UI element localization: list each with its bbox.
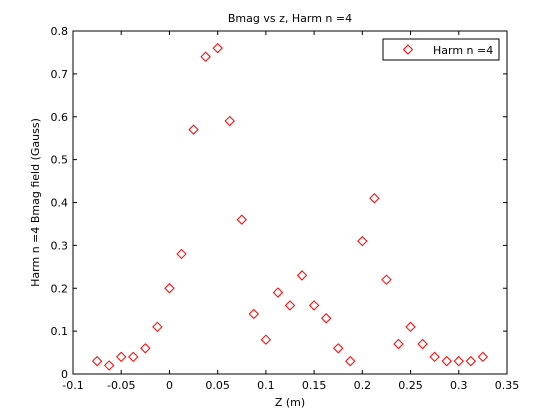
y-axis: 0 0.1 0.2 0.3 0.4 0.5 0.6 0.7 0.8 <box>51 25 507 381</box>
data-point <box>260 334 272 345</box>
y-tick-label: 0.1 <box>51 325 69 338</box>
data-point <box>103 360 115 371</box>
data-point <box>320 313 332 324</box>
x-tick-label: 0.2 <box>354 379 372 392</box>
x-tick-label: 0.1 <box>257 379 275 392</box>
data-point <box>357 235 368 247</box>
x-tick-label: 0.35 <box>495 379 520 392</box>
legend-box <box>382 38 500 61</box>
x-tick-label: 0.25 <box>398 379 423 392</box>
x-tick-label: -0.1 <box>62 379 83 392</box>
data-point <box>91 355 103 367</box>
data-point <box>308 300 320 311</box>
legend-marker-icon <box>402 44 414 55</box>
plot-area <box>72 30 508 375</box>
y-tick-label: 0.7 <box>51 68 69 81</box>
data-point <box>477 351 489 363</box>
data-point <box>176 248 187 260</box>
data-point <box>417 338 428 350</box>
data-point <box>381 274 392 285</box>
x-axis: -0.1 -0.05 0 0.05 0.1 0.15 0.2 0.25 0.3 0.35 <box>62 31 519 392</box>
data-point <box>284 300 296 311</box>
y-tick-label: 0.8 <box>51 25 69 38</box>
y-axis-label: Harm n =4 Bmag field (Gauss) <box>29 118 42 287</box>
data-point <box>441 355 452 367</box>
data-point <box>272 287 284 298</box>
data-point <box>465 355 477 367</box>
data-point <box>200 51 211 62</box>
x-tick-label: 0.3 <box>450 379 468 392</box>
legend: Harm n =4 <box>382 38 500 61</box>
data-point <box>152 321 163 333</box>
y-tick-label: 0.3 <box>51 239 69 252</box>
data-point <box>405 321 416 333</box>
data-point <box>116 351 127 363</box>
y-tick-label: 0.6 <box>51 111 69 124</box>
data-point <box>296 270 308 281</box>
chart-title: Bmag vs z, Harm n =4 <box>228 12 352 25</box>
data-point <box>333 343 344 354</box>
data-series <box>91 42 489 371</box>
x-axis-label: Z (m) <box>275 396 305 409</box>
data-point <box>393 338 404 350</box>
data-point <box>429 351 440 363</box>
x-tick-label: 0.15 <box>302 379 327 392</box>
data-point <box>248 308 260 320</box>
x-tick-label: 0 <box>166 379 173 392</box>
legend-label: Harm n =4 <box>433 44 493 57</box>
data-point <box>140 343 151 354</box>
y-tick-label: 0.2 <box>51 282 69 295</box>
data-point <box>345 355 356 367</box>
x-tick-label: -0.05 <box>107 379 135 392</box>
data-point <box>453 355 464 367</box>
data-point <box>164 283 175 294</box>
data-point <box>212 42 223 54</box>
y-tick-label: 0.4 <box>51 197 69 210</box>
x-tick-label: 0.05 <box>205 379 230 392</box>
data-point <box>224 115 235 127</box>
y-tick-label: 0 <box>61 368 68 381</box>
data-point <box>188 124 199 135</box>
y-tick-label: 0.5 <box>51 154 69 167</box>
data-point <box>369 193 380 204</box>
data-point <box>236 214 247 225</box>
data-point <box>128 351 139 363</box>
